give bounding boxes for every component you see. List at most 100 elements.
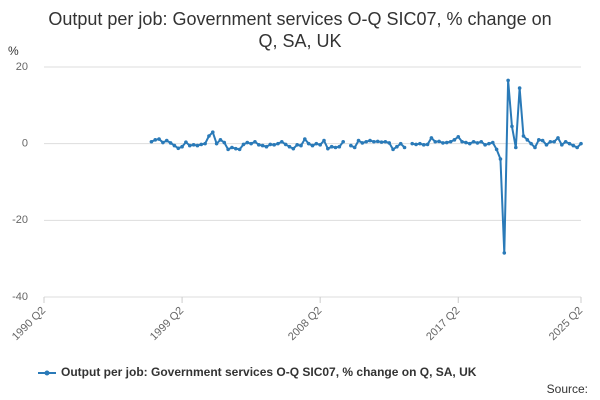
data-point <box>180 144 184 149</box>
data-point <box>280 139 284 144</box>
data-point <box>326 146 330 151</box>
data-point <box>268 142 273 147</box>
data-point <box>337 144 342 149</box>
data-point <box>513 145 518 150</box>
data-point <box>291 146 296 151</box>
data-point <box>349 143 353 148</box>
data-point <box>494 147 499 152</box>
data-point <box>184 140 188 144</box>
data-point <box>241 142 246 147</box>
data-point <box>533 145 537 150</box>
data-point <box>157 137 161 141</box>
data-point <box>575 145 579 150</box>
x-tick-label: 1990 Q2 <box>10 305 48 343</box>
data-point <box>203 141 207 146</box>
y-tick-label: -40 <box>12 291 28 303</box>
data-point <box>548 139 553 144</box>
data-point <box>510 124 514 129</box>
data-point <box>490 140 495 145</box>
data-point <box>322 138 326 143</box>
data-point <box>475 141 480 145</box>
data-point <box>467 141 472 146</box>
data-point <box>172 143 177 148</box>
data-point <box>233 146 238 151</box>
x-tick-label: 1999 Q2 <box>148 305 186 343</box>
data-point <box>164 138 169 143</box>
data-point <box>529 141 533 146</box>
data-point <box>460 139 464 144</box>
data-point <box>537 138 541 142</box>
data-point <box>249 141 253 146</box>
data-point <box>237 147 242 152</box>
data-point <box>329 144 334 149</box>
data-point <box>379 140 384 144</box>
data-point <box>257 143 261 147</box>
data-point <box>191 143 196 147</box>
data-point <box>398 141 403 146</box>
data-point <box>567 141 572 146</box>
data-point <box>563 139 568 144</box>
data-point <box>318 143 322 147</box>
data-point <box>283 142 288 147</box>
data-point <box>207 134 211 138</box>
data-point <box>425 142 430 147</box>
data-point <box>264 144 269 149</box>
data-point <box>552 139 556 144</box>
data-point <box>245 140 250 145</box>
data-point <box>521 134 526 138</box>
data-point <box>287 144 292 149</box>
data-point <box>195 143 200 148</box>
y-tick-label: 20 <box>16 61 28 73</box>
data-point <box>341 139 345 144</box>
data-point <box>230 145 234 150</box>
data-point <box>214 141 219 146</box>
data-point <box>471 139 476 144</box>
data-point <box>571 143 576 148</box>
data-point <box>540 138 545 143</box>
data-point <box>187 143 192 148</box>
data-point <box>502 251 507 255</box>
data-point <box>421 143 426 147</box>
data-point <box>410 141 415 146</box>
data-point <box>391 147 395 152</box>
data-point <box>456 134 461 139</box>
data-point <box>479 139 484 144</box>
data-point <box>306 141 311 146</box>
data-point <box>579 141 583 146</box>
data-point <box>372 139 376 144</box>
data-point <box>360 141 365 145</box>
data-point <box>222 140 227 145</box>
data-point <box>303 137 307 141</box>
data-point <box>199 142 204 147</box>
data-point <box>272 143 276 147</box>
y-tick-label: -20 <box>12 214 28 226</box>
data-point <box>544 143 549 147</box>
data-point <box>149 139 154 144</box>
data-point <box>310 143 315 148</box>
data-point <box>444 140 449 145</box>
data-point <box>226 147 230 152</box>
data-point <box>487 141 491 146</box>
data-point <box>525 138 530 142</box>
data-point <box>253 139 257 144</box>
data-point <box>506 78 510 83</box>
data-point <box>414 142 418 147</box>
legend-label: Output per job: Government services O-Q … <box>61 365 477 379</box>
data-point <box>383 139 388 144</box>
data-point <box>168 141 173 145</box>
data-point <box>153 138 158 142</box>
data-point <box>560 143 564 147</box>
data-point <box>375 139 380 144</box>
data-point <box>161 140 165 145</box>
data-point <box>356 138 361 143</box>
data-point <box>368 138 372 143</box>
data-point <box>437 139 441 144</box>
data-point <box>210 130 215 134</box>
data-point <box>176 146 181 151</box>
data-point <box>218 138 223 142</box>
x-tick-label: 2025 Q2 <box>547 305 585 343</box>
y-axis-label: % <box>8 44 19 58</box>
legend-marker <box>44 370 50 376</box>
